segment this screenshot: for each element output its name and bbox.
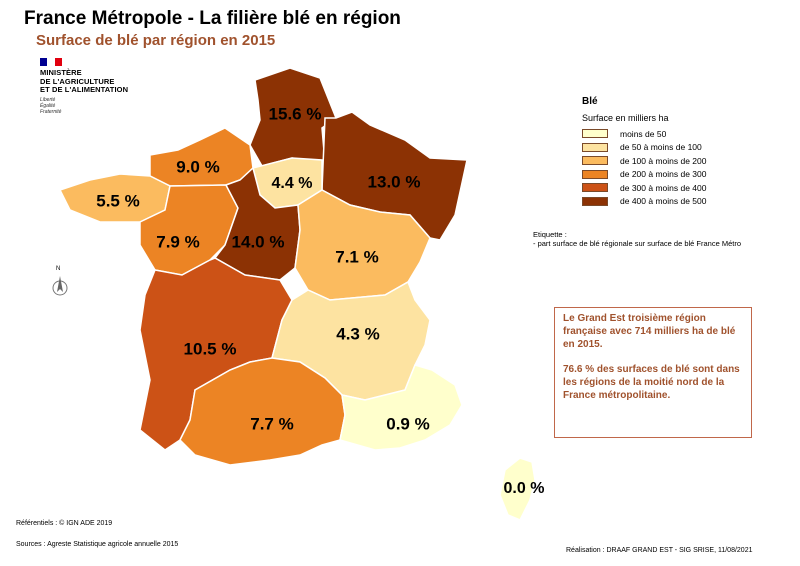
legend-label: de 200 à moins de 300 xyxy=(620,169,707,180)
region-label: 4.4 % xyxy=(272,175,313,192)
legend-item: de 300 à moins de 400 xyxy=(582,181,706,195)
region-label: 0.9 % xyxy=(386,414,429,433)
label-explanation: Etiquette : - part surface de blé région… xyxy=(533,230,741,248)
logo-motto: Fraternité xyxy=(40,108,62,115)
note-paragraph: 76.6 % des surfaces de blé sont dans les… xyxy=(563,364,740,401)
legend-label: de 400 à moins de 500 xyxy=(620,196,707,207)
legend-item: de 50 à moins de 100 xyxy=(582,141,706,155)
legend-swatch xyxy=(582,156,608,166)
legend-subtitle: Surface en milliers ha xyxy=(582,113,669,123)
logo-motto: Liberté xyxy=(40,96,56,103)
map-subtitle: Surface de blé par région en 2015 xyxy=(36,32,276,49)
legend-label: moins de 50 xyxy=(620,128,667,139)
legend: Blé Surface en milliers ha moins de 50 de… xyxy=(582,96,706,208)
ministry-logo: MINISTÈRE DE L'AGRICULTURE ET DE L'ALIME… xyxy=(40,58,150,118)
legend-label: de 50 à moins de 100 xyxy=(620,142,702,153)
region-label: 0.0 % xyxy=(504,480,545,497)
region-label: 15.6 % xyxy=(269,104,322,123)
region-label: 4.3 % xyxy=(336,324,379,343)
legend-swatch xyxy=(582,169,608,179)
logo-line: DE L'AGRICULTURE xyxy=(40,76,115,86)
logo-motto: Égalité xyxy=(40,102,56,109)
label-explanation-title: Etiquette : xyxy=(533,230,567,239)
legend-item: de 100 à moins de 200 xyxy=(582,154,706,168)
region-label: 9.0 % xyxy=(176,157,219,176)
legend-swatch xyxy=(582,183,608,193)
north-label: N xyxy=(56,266,61,272)
legend-item: de 200 à moins de 300 xyxy=(582,168,706,182)
region-label: 7.9 % xyxy=(156,232,199,251)
legend-label: de 300 à moins de 400 xyxy=(620,182,707,193)
map-title: France Métropole - La filière blé en rég… xyxy=(24,8,401,29)
legend-swatch xyxy=(582,196,608,206)
legend-title: Blé xyxy=(582,96,598,107)
logo-line: MINISTÈRE xyxy=(40,68,82,77)
region-label: 10.5 % xyxy=(184,339,237,358)
legend-item: moins de 50 xyxy=(582,127,706,141)
footer-realisation: Réalisation : DRAAF GRAND EST - SIG SRIS… xyxy=(566,547,753,554)
legend-swatch xyxy=(582,142,608,152)
legend-item: de 400 à moins de 500 xyxy=(582,195,706,209)
french-flag-icon xyxy=(40,58,62,66)
region-provence-alpes-c-te-d-azur xyxy=(339,364,463,451)
region-label: 13.0 % xyxy=(368,172,421,191)
legend-swatch xyxy=(582,129,608,139)
region-label: 14.0 % xyxy=(232,232,285,251)
note-box: Le Grand Est troisième région française … xyxy=(554,307,752,438)
region-label: 7.1 % xyxy=(335,247,378,266)
region-bourgogne-franche-comt- xyxy=(294,189,431,301)
note-paragraph: Le Grand Est troisième région française … xyxy=(563,313,736,350)
label-explanation-text: - part surface de blé régionale sur surf… xyxy=(533,239,742,248)
region-label: 7.7 % xyxy=(250,414,293,433)
logo-line: ET DE L'ALIMENTATION xyxy=(40,85,129,94)
footer-referentiels: Référentiels : © IGN ADE 2019 xyxy=(16,520,113,527)
legend-label: de 100 à moins de 200 xyxy=(620,155,707,166)
footer-sources: Sources : Agreste Statistique agricole a… xyxy=(16,541,179,548)
north-arrow-icon: N xyxy=(48,266,72,300)
region-label: 5.5 % xyxy=(96,191,139,210)
region-corse xyxy=(499,457,536,521)
